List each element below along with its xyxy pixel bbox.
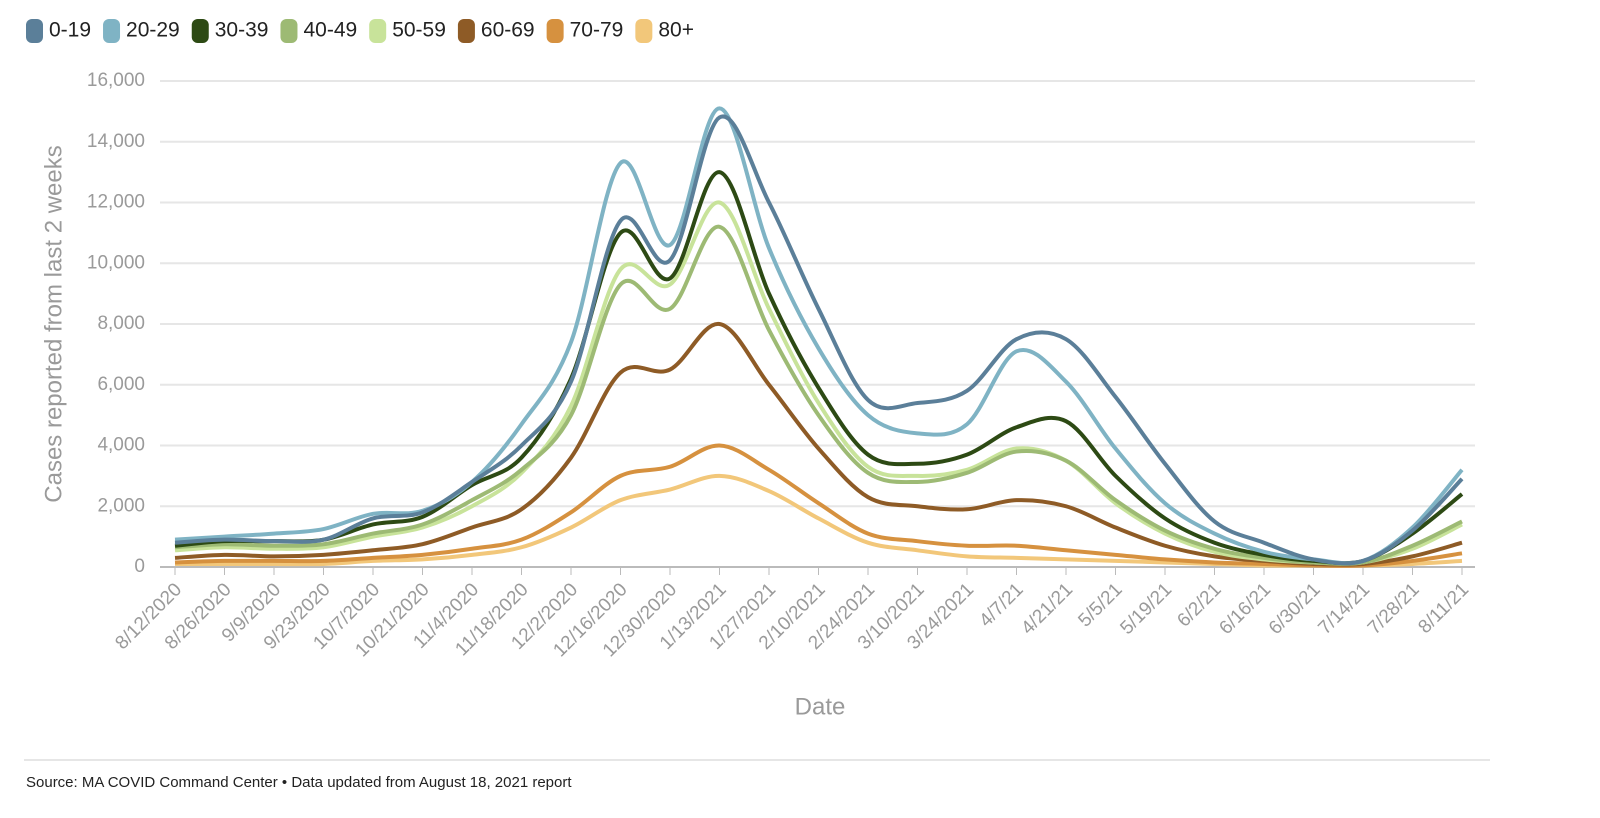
series-line xyxy=(174,200,1463,566)
x-tick-label: 6/30/21 xyxy=(1265,579,1325,639)
source: Source: MA COVID Command Center • Data u… xyxy=(26,774,572,791)
legend-label: 30-39 xyxy=(215,19,269,42)
legend-label: 20-29 xyxy=(126,19,180,42)
legend-swatch xyxy=(369,19,387,43)
y-tick-label: 4,000 xyxy=(97,435,145,456)
y-tick-label: 16,000 xyxy=(87,70,145,91)
x-tick-label: 8/11/21 xyxy=(1414,579,1473,638)
y-tick-label: 10,000 xyxy=(87,252,145,273)
y-tick-label: 0 xyxy=(134,556,145,577)
x-tick-label: 4/21/21 xyxy=(1017,579,1077,639)
legend-swatch xyxy=(191,19,209,43)
legend-swatch xyxy=(103,19,121,43)
x-tick-label: 5/19/21 xyxy=(1116,579,1176,639)
series-line xyxy=(174,224,1463,566)
series-line xyxy=(174,170,1464,566)
y-tick-label: 8,000 xyxy=(97,313,145,334)
legend-label: 40-49 xyxy=(303,19,357,42)
y-tick-label: 6,000 xyxy=(97,374,145,395)
legend-label: 80+ xyxy=(658,19,694,42)
series-line xyxy=(174,322,1463,567)
legend-swatch xyxy=(280,19,298,43)
legend-label: 0-19 xyxy=(49,19,91,42)
legend-label: 60-69 xyxy=(481,19,535,42)
y-axis-title: Cases reported from last 2 weeks xyxy=(40,145,67,502)
legend-swatch xyxy=(635,19,653,43)
legend-label: 50-59 xyxy=(392,19,446,42)
legend-swatch xyxy=(546,19,564,43)
series-line xyxy=(174,443,1463,568)
series-line xyxy=(174,106,1464,566)
x-axis-title: Date xyxy=(795,693,846,720)
legend-swatch xyxy=(26,19,43,43)
y-tick-label: 2,000 xyxy=(97,495,145,516)
legend-swatch xyxy=(457,19,475,43)
x-tick-label: 6/16/21 xyxy=(1215,579,1275,639)
legend-label: 70-79 xyxy=(570,19,624,42)
series-line xyxy=(174,114,1464,566)
y-tick-label: 12,000 xyxy=(87,192,145,213)
x-tick-label: 7/28/21 xyxy=(1364,579,1424,639)
x-tick-label: 7/14/21 xyxy=(1314,579,1374,639)
y-tick-label: 14,000 xyxy=(87,131,145,152)
